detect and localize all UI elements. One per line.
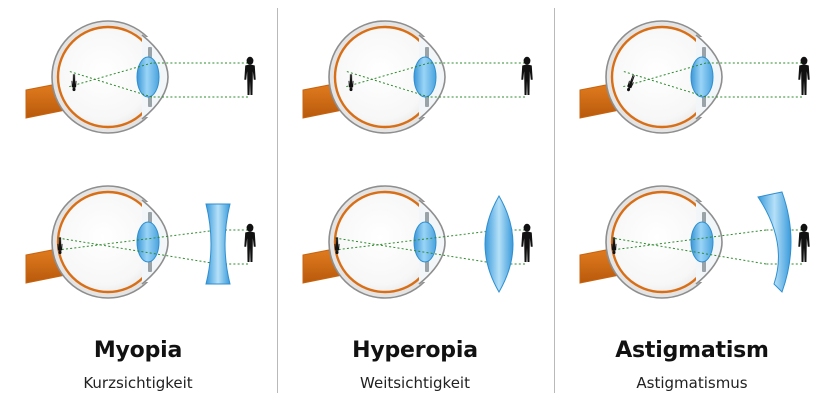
convex-lens xyxy=(484,195,514,293)
myopia-bottom-person-icon xyxy=(244,223,256,262)
myopia-top-rays-outer xyxy=(152,62,248,98)
title-myopia: Myopia xyxy=(93,338,183,363)
myopia-top-eye xyxy=(25,20,169,134)
meniscus-lens xyxy=(757,191,792,293)
myopia-top-rays-inner xyxy=(67,62,153,98)
caption-myopia: Myopia Kurzsichtigkeit xyxy=(0,336,276,394)
panel-myopia xyxy=(25,20,256,299)
caption-hyperopia: Hyperopia Weitsichtigkeit xyxy=(277,336,553,394)
panel-hyperopia xyxy=(302,20,533,299)
hyperopia-top-rays-inner xyxy=(344,62,430,98)
myopia-bottom-rays-inner xyxy=(57,229,219,265)
subtitle-hyperopia: Weitsichtigkeit xyxy=(360,374,470,392)
astigmatism-top-eye xyxy=(579,20,723,134)
myopia-uncorrected xyxy=(25,20,256,134)
hyperopia-top-image-icon xyxy=(348,74,354,92)
astigmatism-top-rays-outer xyxy=(706,62,802,98)
title-hyperopia: Hyperopia xyxy=(352,338,478,363)
hyperopia-top-crystalline-lens xyxy=(413,56,437,98)
hyperopia-bottom-person-icon xyxy=(521,223,533,262)
hyperopia-top-rays-outer xyxy=(429,62,525,98)
myopia-top-image-icon xyxy=(71,74,77,92)
hyperopia-bottom-crystalline-lens xyxy=(413,221,437,263)
panel-astigmatism xyxy=(579,20,810,299)
myopia-bottom-rays-outer xyxy=(218,229,248,265)
hyperopia-corrected xyxy=(302,185,533,299)
myopia-bottom-eye xyxy=(25,185,169,299)
astigmatism-top-crystalline-lens xyxy=(690,56,714,98)
concave-lens xyxy=(205,203,231,285)
caption-astigmatism: Astigmatism Astigmatismus xyxy=(554,336,830,394)
hyperopia-bottom-image-icon xyxy=(334,237,340,255)
astigmatism-top-person-icon xyxy=(798,56,810,95)
hyperopia-uncorrected xyxy=(302,20,533,134)
hyperopia-bottom-eye xyxy=(302,185,446,299)
myopia-bottom-image-icon xyxy=(57,237,63,255)
myopia-bottom-crystalline-lens xyxy=(136,221,160,263)
astigmatism-uncorrected xyxy=(579,20,810,134)
astigmatism-bottom-image-icon xyxy=(611,237,617,255)
astigmatism-top-image-icon xyxy=(627,74,635,92)
column-divider-2 xyxy=(554,8,555,393)
subtitle-myopia: Kurzsichtigkeit xyxy=(83,374,193,392)
astigmatism-bottom-crystalline-lens xyxy=(690,221,714,263)
title-astigmatism: Astigmatism xyxy=(615,338,769,363)
astigmatism-corrected xyxy=(579,185,810,299)
astigmatism-bottom-eye xyxy=(579,185,723,299)
hyperopia-top-eye xyxy=(302,20,446,134)
column-divider-1 xyxy=(277,8,278,393)
subtitle-astigmatism: Astigmatismus xyxy=(636,374,748,392)
astigmatism-top-rays-inner xyxy=(621,62,707,98)
myopia-top-crystalline-lens xyxy=(136,56,160,98)
hyperopia-top-person-icon xyxy=(521,56,533,95)
myopia-corrected xyxy=(25,185,256,299)
astigmatism-bottom-person-icon xyxy=(798,223,810,262)
astigmatism-bottom-rays-inner xyxy=(611,229,767,265)
myopia-top-person-icon xyxy=(244,56,256,95)
